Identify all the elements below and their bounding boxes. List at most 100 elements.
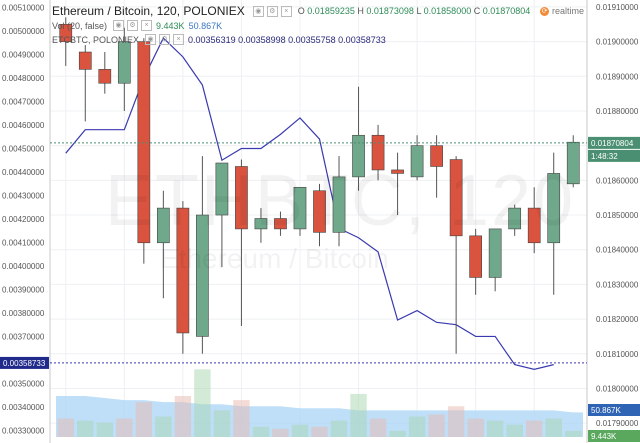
volume-bar (369, 418, 387, 437)
candle-body (274, 218, 287, 230)
left-tick-label: 0.00470000 (2, 97, 45, 106)
left-tick-label: 0.00340000 (2, 403, 45, 412)
right-tick-label: 0.01850000 (596, 211, 639, 220)
candle-body (137, 41, 151, 244)
candle-body (59, 23, 73, 42)
right-tick-label: 0.01840000 (596, 246, 639, 255)
eye-icon[interactable]: ◉ (113, 20, 125, 31)
last-price-label-bg (588, 136, 640, 149)
volume-bar (545, 418, 562, 437)
left-tick-label: 0.00410000 (2, 238, 45, 247)
right-tick-label: 0.01880000 (596, 107, 639, 116)
volume-bar (291, 424, 309, 437)
volume-bar (233, 400, 250, 437)
left-tick-label: 0.00440000 (2, 168, 45, 177)
candle-body (293, 186, 307, 230)
volume-bar (389, 430, 406, 437)
volume-bar (408, 416, 426, 437)
volume-bar (350, 393, 367, 437)
close-icon[interactable]: × (141, 20, 153, 31)
candle-body (215, 162, 229, 216)
candle-body (117, 41, 131, 84)
volume-bar (447, 406, 465, 437)
candle-body (566, 141, 580, 185)
left-tick-label: 0.00460000 (2, 121, 45, 130)
left-tick-label: 0.00370000 (2, 332, 45, 341)
candle-body (235, 166, 248, 230)
volume-bar (252, 426, 270, 437)
watermark-symbol: ETHBTC, 120 (105, 161, 576, 241)
candle-body (527, 207, 541, 244)
candle-body (332, 176, 346, 233)
left-tick-label: 0.00500000 (2, 27, 45, 36)
volume-bar (116, 418, 133, 437)
right-tick-label: 0.01910000 (596, 3, 639, 12)
right-tick-label: 0.01890000 (596, 72, 639, 81)
volume-avg-label: 50.867K (591, 406, 621, 415)
countdown-label: 1:48:32 (591, 152, 618, 161)
realtime-indicator[interactable]: ⟳ realtime (540, 6, 585, 16)
candle-body (176, 207, 190, 334)
right-tick-label: 0.01810000 (596, 350, 639, 359)
left-tick-label: 0.00510000 (2, 4, 45, 13)
volume-bar (311, 426, 328, 437)
candle-body (391, 169, 404, 174)
compare-last-label-bg (0, 356, 49, 369)
volume-bar (96, 422, 113, 437)
left-tick-label: 0.00490000 (2, 51, 45, 60)
settings-icon[interactable]: ⚙ (127, 20, 139, 31)
volume-bar (77, 420, 94, 437)
volume-legend: Vol (20, false) ◉ ⚙ × 9.443K 50.867K (52, 20, 223, 31)
candle-body (157, 207, 170, 244)
candle-body (371, 134, 385, 171)
volume-bar (428, 414, 445, 437)
watermark-description: Ethereum / Bitcoin (160, 243, 389, 274)
volume-bar (506, 424, 523, 437)
left-tick-label: 0.00420000 (2, 215, 45, 224)
volume-bar (174, 396, 192, 437)
volume-last-label-bg (588, 430, 640, 442)
close-icon[interactable]: × (173, 34, 185, 45)
right-tick-label: 0.01800000 (596, 384, 639, 393)
left-tick-label: 0.00400000 (2, 262, 45, 271)
left-tick-label: 0.00430000 (2, 191, 45, 200)
volume-bar (486, 420, 504, 437)
left-tick-label: 0.00330000 (2, 426, 45, 435)
chart-header: Ethereum / Bitcoin, 120, POLONIEX ◉ ⚙ × … (52, 4, 530, 18)
volume-bar (194, 369, 211, 437)
candle-body (352, 134, 365, 178)
settings-icon[interactable]: ⚙ (159, 34, 171, 45)
candle-body (254, 218, 268, 230)
volume-bar (565, 430, 582, 437)
volume-bar (57, 418, 74, 437)
volume-bar (272, 428, 289, 437)
eye-icon[interactable]: ◉ (145, 34, 157, 45)
settings-icon[interactable]: ⚙ (266, 5, 278, 17)
candle-body (469, 235, 482, 278)
close-icon[interactable]: × (280, 5, 292, 17)
right-tick-label: 0.01820000 (596, 315, 639, 324)
left-tick-label: 0.00450000 (2, 144, 45, 153)
right-tick-label: 0.01900000 (596, 38, 639, 47)
candle-body (547, 173, 561, 244)
right-tick-label: 0.01860000 (596, 176, 639, 185)
candle-body (313, 190, 326, 233)
right-tick-label: 0.01790000 (596, 419, 639, 428)
candle-body (98, 69, 112, 84)
left-tick-label: 0.00480000 (2, 74, 45, 83)
volume-bar (155, 416, 172, 437)
candle-body (508, 207, 522, 230)
volume-bar (467, 418, 484, 437)
volume-bar (330, 420, 348, 437)
compare-legend: ETCBTC, POLONIEX ◉ ⚙ × 0.00356319 0.0035… (52, 34, 386, 45)
eye-icon[interactable]: ◉ (252, 5, 264, 17)
volume-bar (135, 402, 153, 437)
compare-last-label: 0.00358733 (3, 359, 46, 368)
realtime-icon: ⟳ (540, 6, 549, 16)
volume-last-label: 9.443K (591, 432, 617, 441)
candle-body (449, 159, 463, 237)
symbol-title[interactable]: Ethereum / Bitcoin, 120, POLONIEX (52, 4, 245, 18)
volume-bar (213, 410, 231, 437)
candle-body (196, 214, 209, 337)
